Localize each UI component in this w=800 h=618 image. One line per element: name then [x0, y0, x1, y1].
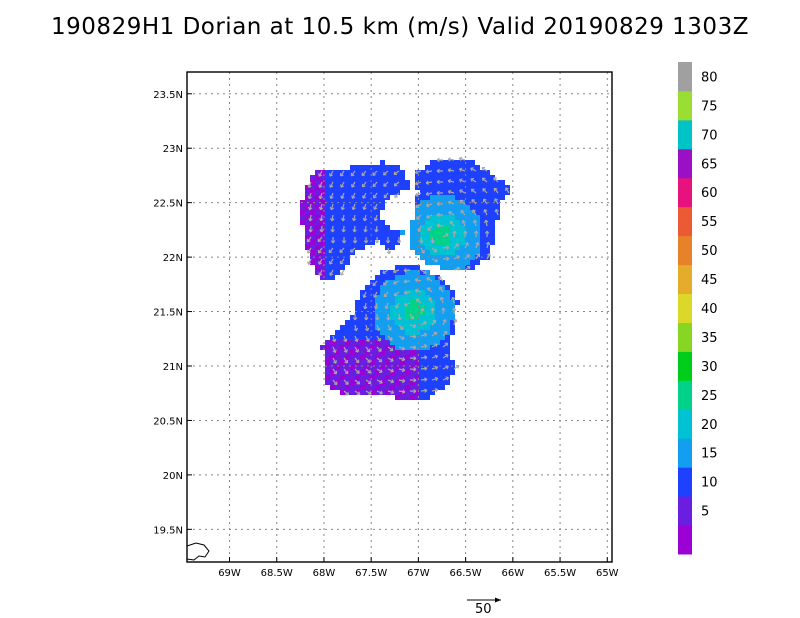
y-tick-label: 19.5N: [153, 525, 183, 536]
x-tick-label: 66.5W: [450, 568, 482, 579]
colorbar-segment: [678, 264, 692, 295]
colorbar-label: 15: [701, 447, 718, 462]
colorbar-label: 10: [701, 476, 718, 491]
chart-title: 190829H1 Dorian at 10.5 km (m/s) Valid 2…: [51, 14, 749, 40]
y-tick-label: 21.5N: [153, 308, 183, 319]
x-tick-label: 66W: [502, 568, 525, 579]
colorbar-segment: [678, 119, 692, 150]
colorbar-segment: [678, 293, 692, 323]
plot-frame: [186, 71, 613, 563]
reference-vector: 50: [467, 597, 501, 617]
grid-lines: [187, 72, 612, 562]
y-tick-label: 22N: [163, 253, 183, 264]
colorbar-label: 40: [701, 302, 718, 317]
colorbar-label: 20: [701, 418, 718, 433]
colorbar-segment: [678, 62, 692, 92]
colorbar-segment: [678, 322, 692, 352]
x-tick-label: 68W: [313, 568, 336, 579]
colorbar-segment: [678, 148, 692, 179]
colorbar-segment: [678, 90, 692, 121]
colorbar-segment: [678, 525, 692, 555]
colorbar-segment: [678, 235, 692, 266]
colorbar-segment: [678, 409, 692, 439]
colorbar-label: 65: [701, 157, 718, 172]
colorbar-label: 30: [701, 360, 718, 375]
reference-vector-label: 50: [475, 602, 492, 617]
colorbar-segment: [678, 177, 692, 208]
colorbar-segment: [678, 206, 692, 237]
colorbar-label: 5: [701, 505, 709, 520]
colorbar-segment: [678, 380, 692, 410]
colorbar-label: 75: [701, 99, 718, 114]
y-tick-label: 20.5N: [153, 416, 183, 427]
x-tick-label: 68.5W: [261, 568, 293, 579]
x-tick-label: 65W: [596, 568, 619, 579]
colorbar-segment: [678, 351, 692, 381]
colorbar: 5 10 15 20 25 30 35 40 45 50 55 60 65 70 75 80: [678, 62, 718, 555]
wind-vectors: [306, 156, 510, 396]
colorbar-label: 45: [701, 273, 718, 288]
y-axis: 19.5N 20N 20.5N 21N 21.5N 22N 22.5N 23N 23.5N: [153, 90, 192, 536]
x-tick-label: 65.5W: [544, 568, 576, 579]
x-axis: 69W 68.5W 68W 67.5W 67W 66.5W 66W 65.5W 65W: [218, 557, 619, 579]
colorbar-label: 70: [701, 128, 718, 143]
colorbar-label: 50: [701, 244, 718, 259]
y-tick-label: 21N: [163, 362, 183, 373]
colorbar-label: 55: [701, 215, 718, 230]
colorbar-label: 35: [701, 331, 718, 346]
y-tick-label: 23N: [163, 144, 183, 155]
colorbar-label: 80: [701, 70, 718, 85]
x-tick-label: 67.5W: [355, 568, 387, 579]
colorbar-label: 60: [701, 186, 718, 201]
colorbar-segment: [678, 467, 692, 497]
coastline: [186, 542, 210, 561]
y-tick-label: 20N: [163, 471, 183, 482]
colorbar-segment: [678, 438, 692, 468]
y-tick-label: 22.5N: [153, 199, 183, 210]
colorbar-label: 25: [701, 389, 718, 404]
x-tick-label: 67W: [407, 568, 430, 579]
colorbar-segment: [678, 496, 692, 526]
y-tick-label: 23.5N: [153, 90, 183, 101]
x-tick-label: 69W: [218, 568, 241, 579]
